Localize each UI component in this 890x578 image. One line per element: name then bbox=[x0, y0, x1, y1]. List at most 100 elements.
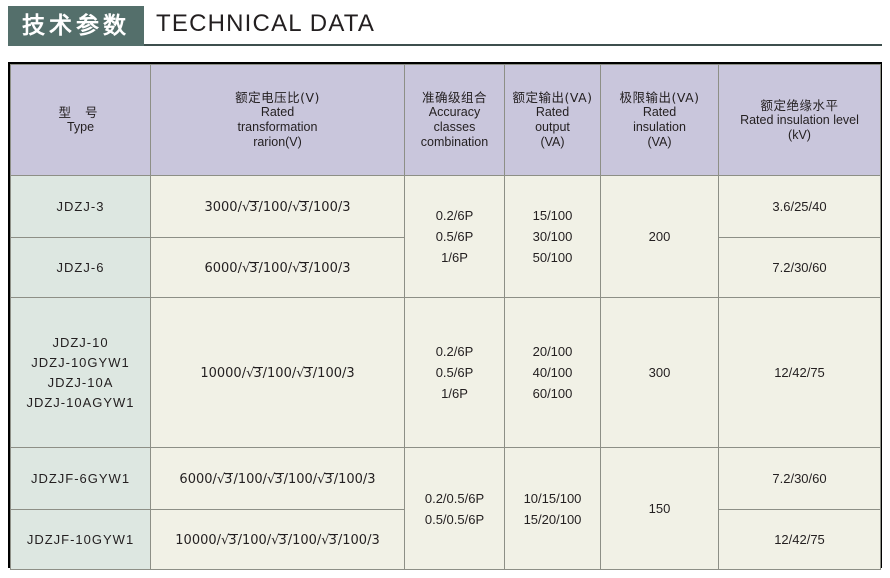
accuracy-value: 1/6P bbox=[441, 386, 468, 401]
header-en-insulation-1: Rated bbox=[642, 105, 677, 119]
type-value: JDZJ-6 bbox=[56, 259, 105, 275]
ratio-value: 6000/√3/100/√3/100/√3/100/3 bbox=[179, 471, 376, 487]
column-header-type: 型 号 Type bbox=[10, 64, 151, 176]
cell-ratio: 10000/√3/100/√3/100/3 bbox=[150, 297, 405, 448]
cell-insulation-level: 12/42/75 bbox=[718, 509, 881, 570]
header-cn-level: 额定绝缘水平 bbox=[760, 97, 839, 113]
ratio-value: 10000/√3/100/√3/100/3 bbox=[200, 365, 355, 381]
header-cn-accuracy: 准确级组合 bbox=[421, 90, 487, 105]
table-row: JDZJ-10 JDZJ-10GYW1 JDZJ-10A JDZJ-10AGYW… bbox=[10, 297, 881, 448]
cell-type: JDZJ-6 bbox=[10, 237, 151, 298]
cell-insulation-level: 7.2/30/60 bbox=[718, 237, 881, 298]
header-cn-output: 额定输出(VA) bbox=[512, 90, 593, 105]
header-en-output-3: (VA) bbox=[540, 135, 565, 149]
cell-insulation: 150 bbox=[600, 447, 719, 570]
column-header-rated-insulation: 极限输出(VA) Rated insulation (VA) bbox=[600, 64, 719, 176]
level-value: 7.2/30/60 bbox=[772, 471, 827, 486]
header-en-level-2: (kV) bbox=[788, 127, 811, 142]
header-en-ratio-3: rarion(V) bbox=[253, 135, 302, 149]
column-header-rated-output: 额定输出(VA) Rated output (VA) bbox=[504, 64, 601, 176]
cell-insulation-level: 3.6/25/40 bbox=[718, 175, 881, 238]
type-value: JDZJ-10 bbox=[52, 334, 109, 350]
level-value: 12/42/75 bbox=[774, 532, 825, 547]
column-header-rated-insulation-level: 额定绝缘水平 Rated insulation level (kV) bbox=[718, 64, 881, 176]
accuracy-value: 0.5/6P bbox=[435, 365, 474, 380]
cell-insulation: 300 bbox=[600, 297, 719, 448]
cell-accuracy: 0.2/0.5/6P 0.5/0.5/6P bbox=[404, 447, 505, 570]
cell-ratio: 6000/√3/100/√3/100/3 bbox=[150, 237, 405, 298]
page-title: 技术参数 TECHNICAL DATA bbox=[8, 6, 882, 46]
cell-type: JDZJF-10GYW1 bbox=[10, 509, 151, 570]
insulation-value: 200 bbox=[648, 229, 671, 244]
type-value: JDZJF-6GYW1 bbox=[30, 470, 131, 486]
header-en-accuracy-1: Accuracy bbox=[428, 105, 481, 119]
technical-data-table: 型 号 Type 额定电压比(V) Rated transformation r… bbox=[10, 64, 881, 570]
technical-data-table-wrapper: 型 号 Type 额定电压比(V) Rated transformation r… bbox=[8, 62, 882, 570]
level-value: 3.6/25/40 bbox=[772, 199, 827, 214]
cell-ratio: 3000/√3/100/√3/100/3 bbox=[150, 175, 405, 238]
ratio-value: 10000/√3/100/√3/100/√3/100/3 bbox=[175, 532, 380, 548]
cell-accuracy: 0.2/6P 0.5/6P 1/6P bbox=[404, 297, 505, 448]
header-en-level-1: Rated insulation level bbox=[740, 112, 859, 127]
cell-type: JDZJ-3 bbox=[10, 175, 151, 238]
accuracy-value: 0.2/6P bbox=[435, 344, 474, 359]
header-en-ratio-1: Rated bbox=[260, 105, 295, 119]
insulation-value: 300 bbox=[648, 365, 671, 380]
accuracy-value: 0.2/6P bbox=[435, 208, 474, 223]
type-value: JDZJ-10GYW1 bbox=[31, 354, 130, 370]
header-en-accuracy-3: combination bbox=[420, 135, 489, 149]
table-header-row: 型 号 Type 额定电压比(V) Rated transformation r… bbox=[10, 64, 881, 176]
cell-insulation-level: 7.2/30/60 bbox=[718, 447, 881, 510]
header-en-insulation-3: (VA) bbox=[647, 135, 672, 149]
output-value: 20/100 bbox=[532, 344, 573, 359]
ratio-value: 6000/√3/100/√3/100/3 bbox=[204, 260, 351, 276]
level-value: 7.2/30/60 bbox=[772, 260, 827, 275]
accuracy-value: 1/6P bbox=[441, 250, 468, 265]
table-row: JDZJ-3 3000/√3/100/√3/100/3 0.2/6P 0.5/6… bbox=[10, 175, 881, 298]
column-header-rated-transformation: 额定电压比(V) Rated transformation rarion(V) bbox=[150, 64, 405, 176]
header-en-output-2: output bbox=[535, 120, 570, 134]
insulation-value: 150 bbox=[648, 501, 671, 516]
header-cn-ratio: 额定电压比(V) bbox=[235, 90, 320, 105]
cell-ratio: 6000/√3/100/√3/100/√3/100/3 bbox=[150, 447, 405, 510]
output-value: 40/100 bbox=[532, 365, 573, 380]
output-value: 60/100 bbox=[532, 386, 573, 401]
output-value: 15/20/100 bbox=[523, 511, 582, 527]
output-value: 50/100 bbox=[532, 250, 573, 265]
output-value: 10/15/100 bbox=[523, 490, 582, 506]
header-cn-insulation: 极限输出(VA) bbox=[619, 90, 700, 105]
cell-output: 10/15/100 15/20/100 bbox=[504, 447, 601, 570]
type-value: JDZJF-10GYW1 bbox=[26, 531, 135, 547]
cell-insulation-level: 12/42/75 bbox=[718, 297, 881, 448]
type-value: JDZJ-10A bbox=[47, 374, 114, 390]
title-english-underline: TECHNICAL DATA bbox=[144, 4, 882, 46]
header-cn-type: 型 号 bbox=[58, 105, 103, 120]
title-english: TECHNICAL DATA bbox=[156, 10, 376, 37]
table-row: JDZJF-10GYW1 10000/√3/100/√3/100/√3/100/… bbox=[10, 509, 881, 570]
header-en-type: Type bbox=[66, 120, 95, 134]
cell-type: JDZJF-6GYW1 bbox=[10, 447, 151, 510]
header-en-output-1: Rated bbox=[535, 105, 570, 119]
table-row: JDZJF-6GYW1 6000/√3/100/√3/100/√3/100/3 … bbox=[10, 447, 881, 570]
cell-output: 20/100 40/100 60/100 bbox=[504, 297, 601, 448]
cell-type: JDZJ-10 JDZJ-10GYW1 JDZJ-10A JDZJ-10AGYW… bbox=[10, 297, 151, 448]
header-en-accuracy-2: classes bbox=[433, 120, 476, 134]
level-value: 12/42/75 bbox=[774, 365, 825, 380]
output-value: 30/100 bbox=[532, 229, 573, 244]
title-chinese: 技术参数 bbox=[8, 6, 144, 46]
cell-insulation: 200 bbox=[600, 175, 719, 298]
column-header-accuracy-classes: 准确级组合 Accuracy classes combination bbox=[404, 64, 505, 176]
type-value: JDZJ-10AGYW1 bbox=[26, 394, 135, 410]
output-value: 15/100 bbox=[532, 208, 573, 223]
table-row: JDZJ-6 6000/√3/100/√3/100/3 7.2/30/60 bbox=[10, 237, 881, 298]
accuracy-value: 0.5/6P bbox=[435, 229, 474, 244]
type-value: JDZJ-3 bbox=[56, 198, 105, 214]
ratio-value: 3000/√3/100/√3/100/3 bbox=[204, 199, 351, 215]
header-en-insulation-2: insulation bbox=[633, 120, 686, 134]
cell-output: 15/100 30/100 50/100 bbox=[504, 175, 601, 298]
cell-ratio: 10000/√3/100/√3/100/√3/100/3 bbox=[150, 509, 405, 570]
accuracy-value: 0.5/0.5/6P bbox=[424, 511, 485, 527]
accuracy-value: 0.2/0.5/6P bbox=[424, 490, 485, 506]
cell-accuracy: 0.2/6P 0.5/6P 1/6P bbox=[404, 175, 505, 298]
